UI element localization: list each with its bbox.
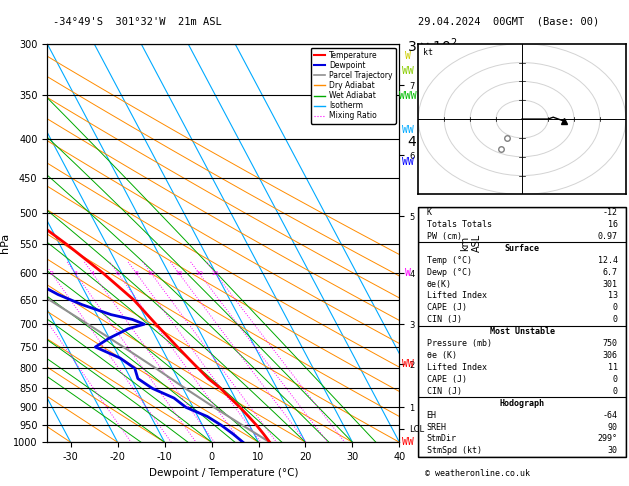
Text: StmDir: StmDir <box>426 434 457 443</box>
Text: 13: 13 <box>608 292 618 300</box>
Text: CIN (J): CIN (J) <box>426 315 462 324</box>
Text: CAPE (J): CAPE (J) <box>426 303 467 312</box>
Text: 0: 0 <box>613 303 618 312</box>
Text: 30: 30 <box>608 446 618 455</box>
Text: 306: 306 <box>603 351 618 360</box>
Text: θe(K): θe(K) <box>426 279 452 289</box>
Text: 301: 301 <box>603 279 618 289</box>
Text: Lifted Index: Lifted Index <box>426 363 487 372</box>
Y-axis label: km
ASL: km ASL <box>460 234 482 252</box>
Text: 25: 25 <box>211 271 219 276</box>
Text: Hodograph: Hodograph <box>499 399 545 408</box>
Text: WW: WW <box>402 359 413 369</box>
Text: Temp (°C): Temp (°C) <box>426 256 472 265</box>
Text: 6: 6 <box>116 271 120 276</box>
Text: 16: 16 <box>608 220 618 229</box>
Text: Dewp (°C): Dewp (°C) <box>426 268 472 277</box>
Text: 299°: 299° <box>598 434 618 443</box>
Text: K: K <box>426 208 431 217</box>
Text: PW (cm): PW (cm) <box>426 232 462 241</box>
Legend: Temperature, Dewpoint, Parcel Trajectory, Dry Adiabat, Wet Adiabat, Isotherm, Mi: Temperature, Dewpoint, Parcel Trajectory… <box>311 48 396 123</box>
Text: Most Unstable: Most Unstable <box>489 327 555 336</box>
Text: -12: -12 <box>603 208 618 217</box>
Text: 90: 90 <box>608 422 618 432</box>
Text: WW: WW <box>402 437 413 447</box>
Text: 2: 2 <box>50 271 53 276</box>
Y-axis label: hPa: hPa <box>0 233 10 253</box>
Text: 11: 11 <box>608 363 618 372</box>
Text: CIN (J): CIN (J) <box>426 387 462 396</box>
Text: SREH: SREH <box>426 422 447 432</box>
Text: 0.97: 0.97 <box>598 232 618 241</box>
Text: 4: 4 <box>91 271 94 276</box>
Text: 20: 20 <box>195 271 203 276</box>
Text: 3: 3 <box>73 271 77 276</box>
Text: 8: 8 <box>135 271 138 276</box>
Text: W: W <box>404 268 411 278</box>
Text: © weatheronline.co.uk: © weatheronline.co.uk <box>425 469 530 478</box>
Text: 0: 0 <box>613 315 618 324</box>
Text: WW: WW <box>402 157 413 167</box>
Text: Pressure (mb): Pressure (mb) <box>426 339 492 348</box>
Text: 750: 750 <box>603 339 618 348</box>
Text: EH: EH <box>426 411 437 419</box>
Text: 12.4: 12.4 <box>598 256 618 265</box>
Text: kt: kt <box>423 48 433 57</box>
Text: 0: 0 <box>613 387 618 396</box>
Text: 10: 10 <box>147 271 155 276</box>
Text: -64: -64 <box>603 411 618 419</box>
Text: 0: 0 <box>613 375 618 384</box>
Text: WWW: WWW <box>399 90 416 101</box>
Text: WW: WW <box>402 67 413 76</box>
Text: W: W <box>404 51 411 61</box>
Text: CAPE (J): CAPE (J) <box>426 375 467 384</box>
Text: Surface: Surface <box>504 244 540 253</box>
Text: Totals Totals: Totals Totals <box>426 220 492 229</box>
Text: 6.7: 6.7 <box>603 268 618 277</box>
Text: θe (K): θe (K) <box>426 351 457 360</box>
Text: 15: 15 <box>175 271 182 276</box>
Text: StmSpd (kt): StmSpd (kt) <box>426 446 482 455</box>
Text: Lifted Index: Lifted Index <box>426 292 487 300</box>
Text: WW: WW <box>402 125 413 135</box>
Text: -34°49'S  301°32'W  21m ASL: -34°49'S 301°32'W 21m ASL <box>53 17 222 27</box>
Text: 29.04.2024  00GMT  (Base: 00): 29.04.2024 00GMT (Base: 00) <box>418 17 599 27</box>
X-axis label: Dewpoint / Temperature (°C): Dewpoint / Temperature (°C) <box>148 468 298 478</box>
